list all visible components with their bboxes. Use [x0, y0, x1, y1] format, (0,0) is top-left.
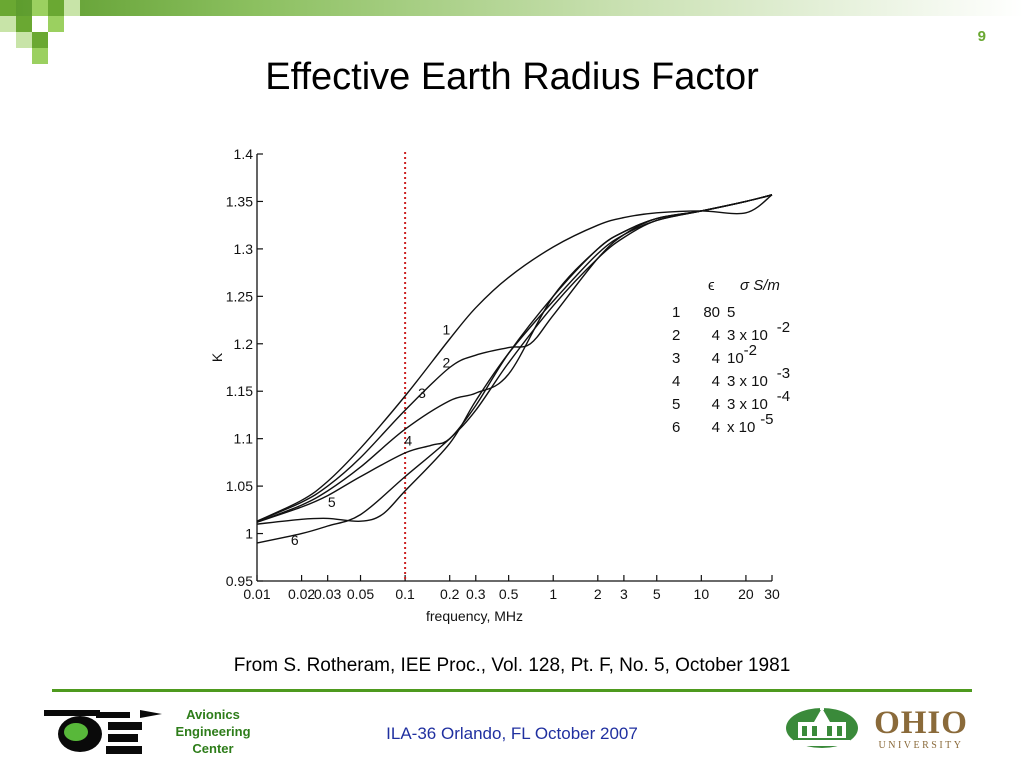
- k-vs-frequency-chart: 0.95 1 1.05 1.1 1.15 1.2 1.25 1.3 1.35 1.4 0.01 0.0…: [209, 146, 790, 624]
- x-tick-label: 0.3: [466, 586, 486, 602]
- avionics-engineering-center-text: Avionics Engineering Center: [162, 706, 264, 757]
- x-tick-label: 2: [594, 586, 602, 602]
- aec-line-1: Avionics: [186, 707, 240, 722]
- legend-row-epsilon: 80: [703, 304, 720, 321]
- legend-row-number: 4: [672, 373, 680, 390]
- curve-label-6: 6: [291, 532, 299, 548]
- series-line-1: [256, 194, 773, 522]
- legend-row-exponent: -3: [777, 365, 790, 382]
- corner-squares-decoration: [0, 0, 80, 64]
- y-tick-label: 1.25: [226, 288, 253, 304]
- legend-row-number: 3: [672, 350, 680, 367]
- legend-row-sigma: 3 x 10: [727, 327, 768, 344]
- x-tick-label: 0.03: [314, 586, 341, 602]
- x-tick-label: 3: [620, 586, 628, 602]
- x-tick-label: 5: [653, 586, 661, 602]
- y-tick-label: 1.3: [234, 241, 254, 257]
- footer-divider: [52, 689, 972, 692]
- ohio-university-seal-icon: [786, 704, 858, 748]
- legend-header-sigma: σ S/m: [740, 277, 780, 294]
- y-tick-label: 1.4: [234, 146, 254, 162]
- legend-row-epsilon: 4: [712, 373, 720, 390]
- university-wordmark: UNIVERSITY: [878, 740, 964, 751]
- x-tick-label: 0.01: [243, 586, 270, 602]
- y-tick-label: 1.35: [226, 193, 253, 209]
- legend-header-epsilon: ϵ: [708, 277, 715, 294]
- y-tick-label: 1.05: [226, 478, 253, 494]
- legend-row-number: 2: [672, 327, 680, 344]
- legend-row-sigma: 3 x 10: [727, 396, 768, 413]
- x-tick-label: 0.2: [440, 586, 460, 602]
- legend-row-sigma: 10: [727, 350, 744, 367]
- x-tick-label: 1: [549, 586, 557, 602]
- top-gradient-bar: [0, 0, 1024, 16]
- y-tick-label: 1.1: [234, 431, 254, 447]
- legend-row-number: 6: [672, 419, 680, 436]
- series-line-2: [256, 194, 773, 522]
- y-tick-label: 1.2: [234, 336, 254, 352]
- legend-row-number: 1: [672, 304, 680, 321]
- x-tick-label: 20: [738, 586, 754, 602]
- footer-conference-text: ILA-36 Orlando, FL October 2007: [386, 724, 638, 743]
- chart-axes: 0.95 1 1.05 1.1 1.15 1.2 1.25 1.3 1.35 1.4 0.01 0.0…: [209, 146, 780, 624]
- legend-row-epsilon: 4: [712, 396, 720, 413]
- legend-row-exponent: -5: [760, 411, 773, 428]
- slide-title: Effective Earth Radius Factor: [265, 56, 759, 98]
- x-tick-label: 0.02: [288, 586, 315, 602]
- curve-label-1: 1: [442, 321, 450, 337]
- legend-row-exponent: -2: [777, 319, 790, 336]
- legend-row-epsilon: 4: [712, 350, 720, 367]
- x-tick-label: 10: [694, 586, 710, 602]
- y-tick-label: 1.15: [226, 383, 253, 399]
- y-axis-label: K: [209, 352, 225, 362]
- series-line-3: [256, 194, 773, 523]
- citation-text: From S. Rotheram, IEE Proc., Vol. 128, P…: [233, 655, 791, 676]
- curve-label-3: 3: [418, 385, 426, 401]
- avionics-engineering-center-logo: [44, 710, 162, 754]
- x-tick-label: 0.05: [347, 586, 374, 602]
- legend-row-exponent: -2: [744, 342, 757, 359]
- y-tick-label: 0.95: [226, 573, 253, 589]
- x-axis-label: frequency, MHz: [426, 608, 523, 624]
- y-tick-label: 1: [245, 526, 253, 542]
- ohio-university-wordmark: OHIO UNIVERSITY: [866, 706, 976, 752]
- x-tick-label: 0.5: [499, 586, 519, 602]
- series-line-4: [256, 194, 773, 523]
- legend-row-exponent: -4: [777, 388, 790, 405]
- ohio-wordmark: OHIO: [874, 705, 968, 741]
- legend-row-epsilon: 4: [712, 419, 720, 436]
- curve-label-4: 4: [404, 432, 412, 448]
- legend-row-sigma: 3 x 10: [727, 373, 768, 390]
- series-line-6: [256, 194, 773, 544]
- legend-row-sigma: x 10: [727, 419, 755, 436]
- x-tick-label: 30: [764, 586, 780, 602]
- curve-label-2: 2: [442, 355, 450, 371]
- curve-label-5: 5: [328, 494, 336, 510]
- slide-number: 9: [977, 28, 986, 45]
- aec-line-2: Engineering: [175, 724, 251, 739]
- legend-row-epsilon: 4: [712, 327, 720, 344]
- legend-row-sigma: 5: [727, 304, 735, 321]
- legend-row-number: 5: [672, 396, 680, 413]
- x-tick-label: 0.1: [395, 586, 415, 602]
- aec-line-3: Center: [192, 741, 234, 756]
